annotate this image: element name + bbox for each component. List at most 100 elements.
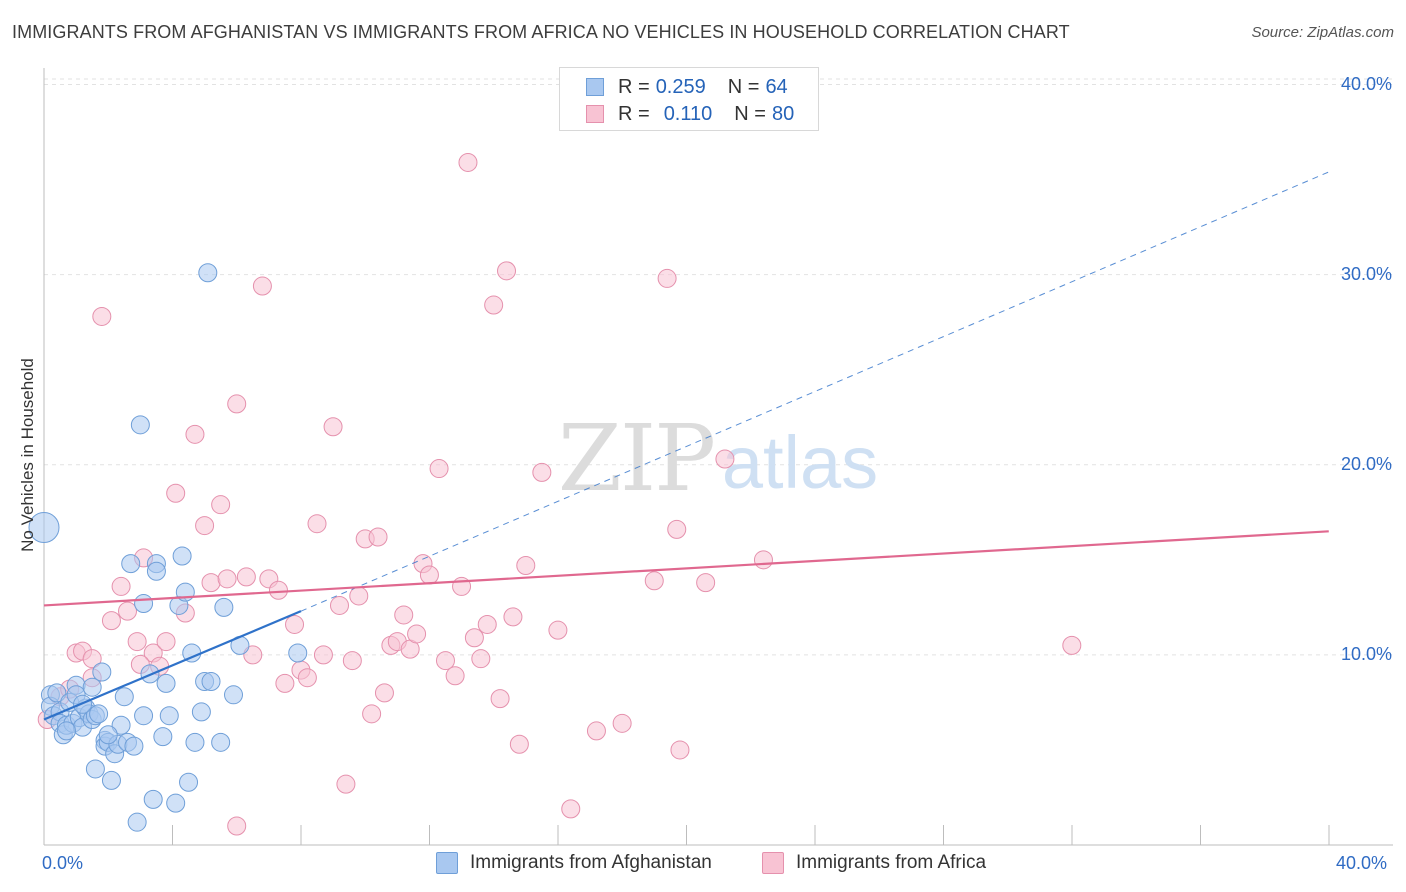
africa-point — [429, 459, 449, 479]
africa-point — [111, 576, 131, 596]
afghanistan-point — [130, 415, 150, 435]
series-swatch-africa — [762, 852, 784, 874]
africa-point — [368, 527, 388, 547]
afghanistan-point — [47, 683, 67, 703]
afghanistan-point — [179, 772, 199, 792]
series-legend-africa[interactable]: Immigrants from Africa — [762, 852, 986, 874]
afghanistan-point — [92, 662, 112, 682]
afghanistan-point — [191, 702, 211, 722]
africa-point — [268, 580, 288, 600]
series-africa-points — [37, 152, 1082, 836]
africa-point — [644, 571, 664, 591]
legend-swatch-afghanistan — [586, 78, 604, 96]
africa-point — [243, 645, 263, 665]
y-tick-label: 20.0% — [1340, 453, 1392, 474]
afghanistan-point — [134, 594, 154, 614]
afghanistan-point — [156, 673, 176, 693]
africa-point — [297, 668, 317, 688]
afghanistan-point — [85, 759, 105, 779]
watermark-zip: ZIP — [558, 405, 714, 512]
africa-point — [715, 449, 735, 469]
africa-point — [484, 295, 504, 315]
africa-point — [670, 740, 690, 760]
afghanistan-point — [28, 511, 60, 543]
africa-point — [586, 721, 606, 741]
x-tick-label-min: 0.0% — [42, 853, 84, 873]
africa-point — [329, 595, 349, 615]
africa-trend-line — [43, 530, 1329, 607]
africa-point — [477, 614, 497, 634]
source-label: Source: ZipAtlas.com — [1251, 24, 1394, 41]
legend-r-label: R = — [618, 102, 650, 125]
legend-row-africa: R = 0.110 N = 80 — [586, 101, 794, 127]
africa-point — [323, 417, 343, 437]
africa-point — [561, 799, 581, 819]
africa-point — [464, 628, 484, 648]
afghanistan-point — [288, 643, 308, 663]
afghanistan-point — [124, 736, 144, 756]
legend-row-afghanistan: R = 0.259 N = 64 — [586, 74, 788, 100]
africa-point — [458, 152, 478, 172]
africa-point — [612, 713, 632, 733]
africa-point — [753, 550, 773, 570]
africa-point — [548, 620, 568, 640]
afghanistan-point — [98, 725, 118, 745]
afghanistan-point — [224, 685, 244, 705]
africa-point — [252, 276, 272, 296]
series-name-afghanistan: Immigrants from Afghanistan — [470, 852, 712, 873]
legend-r-value: 0.259 — [655, 75, 706, 98]
afghanistan-point — [198, 263, 218, 283]
afghanistan-point — [114, 687, 134, 707]
afghanistan-point — [172, 546, 192, 566]
afghanistan-point — [143, 789, 163, 809]
africa-point — [118, 601, 138, 621]
africa-point — [394, 605, 414, 625]
africa-point — [497, 261, 517, 281]
series-legend-afghanistan[interactable]: Immigrants from Afghanistan — [436, 852, 712, 874]
afghanistan-point — [101, 770, 121, 790]
africa-point — [275, 673, 295, 693]
series-legend: Immigrants from Afghanistan Immigrants f… — [0, 851, 1406, 877]
afghanistan-trend-extension — [300, 171, 1329, 612]
africa-point — [211, 495, 231, 515]
africa-point — [407, 624, 427, 644]
afghanistan-point — [111, 715, 131, 735]
afghanistan-point — [166, 793, 186, 813]
afghanistan-point — [159, 706, 179, 726]
africa-point — [227, 816, 247, 836]
legend-swatch-africa — [586, 105, 604, 123]
watermark-atlas: atlas — [722, 421, 878, 504]
series-afghanistan-points — [28, 263, 308, 832]
africa-point — [667, 519, 687, 539]
series-swatch-afghanistan — [436, 852, 458, 874]
africa-point — [166, 483, 186, 503]
trend-lines — [43, 171, 1329, 721]
africa-point — [696, 573, 716, 593]
africa-point — [490, 689, 510, 709]
africa-point — [185, 424, 205, 444]
legend-r-label: R = — [618, 75, 650, 98]
legend-n-value: 64 — [765, 75, 788, 98]
afghanistan-point — [214, 597, 234, 617]
africa-point — [657, 268, 677, 288]
africa-point — [217, 569, 237, 589]
afghanistan-point — [89, 704, 109, 724]
africa-point — [82, 649, 102, 669]
afghanistan-point — [121, 554, 141, 574]
africa-point — [195, 516, 215, 536]
africa-point — [362, 704, 382, 724]
afghanistan-point — [127, 812, 147, 832]
legend-n-value: 80 — [771, 102, 795, 125]
africa-point — [445, 666, 465, 686]
africa-point — [285, 614, 305, 634]
africa-point — [374, 683, 394, 703]
africa-point — [503, 607, 523, 627]
africa-point — [336, 774, 356, 794]
afghanistan-point — [211, 732, 231, 752]
africa-point — [516, 556, 536, 576]
y-tick-label: 30.0% — [1340, 263, 1392, 284]
africa-point — [419, 565, 439, 585]
afghanistan-point — [153, 727, 173, 747]
africa-point — [307, 514, 327, 534]
